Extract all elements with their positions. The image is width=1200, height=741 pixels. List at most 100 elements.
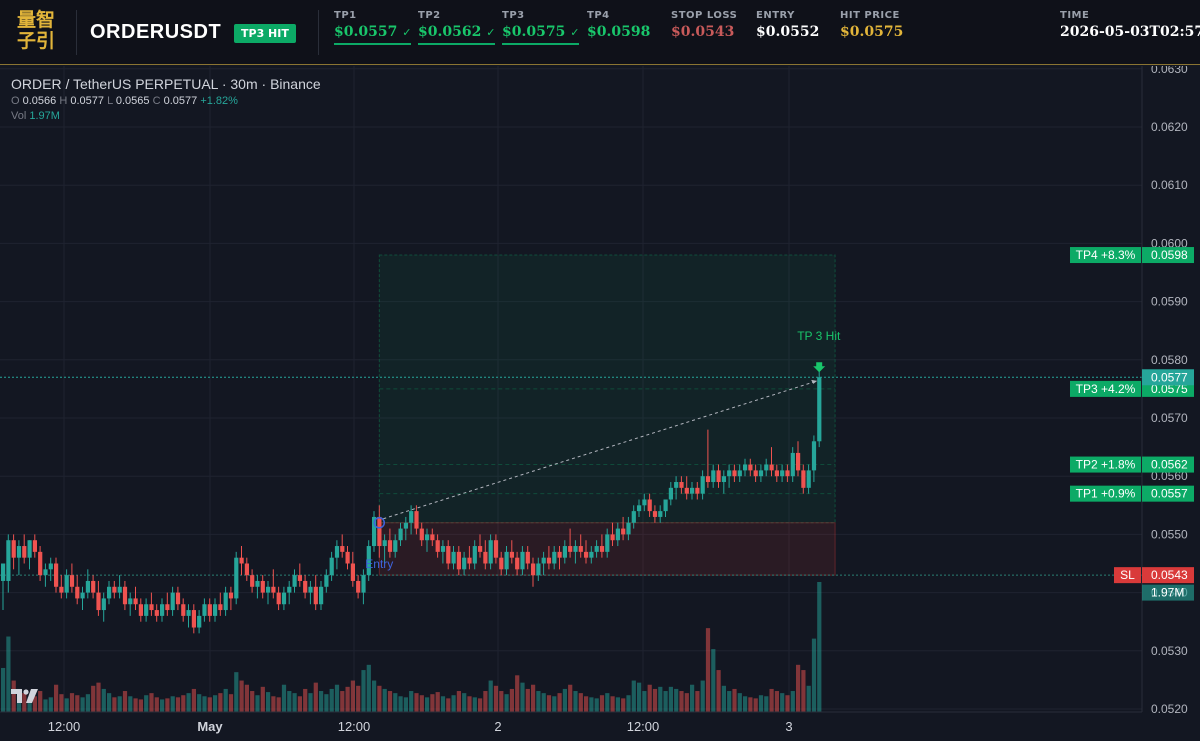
volume-bar: [112, 697, 117, 712]
volume-bar: [425, 697, 430, 712]
volume-bar: [22, 693, 27, 712]
volume-bar: [6, 636, 11, 712]
candle-body: [546, 557, 552, 564]
candle-body: [562, 546, 567, 558]
volume-bar: [631, 680, 636, 712]
volume-tag: [1142, 584, 1194, 601]
candle-body: [817, 377, 822, 442]
volume-bar: [59, 694, 64, 712]
volume-bar: [255, 695, 260, 712]
volume-bar: [387, 691, 393, 712]
volume-bar: [758, 695, 764, 712]
candle-body: [504, 551, 509, 570]
candle-body: [101, 598, 106, 611]
level-tag-label: TP3 +4.2%: [1076, 382, 1136, 396]
volume-bar: [149, 693, 154, 712]
volume-bar: [160, 699, 165, 712]
candle-body: [658, 511, 663, 517]
stat-tp1: TP1 $0.0557 ✓: [334, 10, 412, 45]
volume-bar: [440, 696, 446, 712]
candle-body: [6, 540, 11, 581]
candle-body: [255, 580, 260, 587]
tp3-hit-label: TP 3 Hit: [797, 329, 841, 343]
volume-bar: [483, 691, 488, 712]
stat-label: TP1: [334, 10, 357, 21]
volume-bar: [340, 691, 345, 712]
level-tag: [1070, 380, 1141, 397]
volume-bar: [531, 684, 536, 712]
volume-bar: [743, 696, 748, 712]
stat-value: $0.0552: [756, 24, 820, 40]
volume-bar: [748, 697, 753, 712]
header-divider: [76, 10, 77, 55]
volume-bar: [435, 692, 440, 712]
volume-bar: [27, 697, 32, 712]
volume-bar: [69, 693, 75, 712]
candle-body: [16, 546, 22, 558]
candle-body: [652, 511, 658, 517]
candle-body: [615, 528, 620, 541]
volume-bar: [329, 688, 334, 712]
price-axis-tag: [1142, 456, 1194, 473]
volume-bar: [207, 697, 212, 712]
candle-body: [260, 580, 265, 593]
stat-entry: ENTRY $0.0552: [756, 10, 819, 40]
level-tag: [1070, 485, 1141, 502]
volume-bar: [218, 693, 223, 712]
candle-body: [32, 540, 37, 552]
volume-bar: [753, 698, 758, 712]
volume-bar: [599, 695, 605, 712]
candle-body: [705, 476, 711, 483]
candle-body: [769, 464, 774, 471]
candle-body: [329, 557, 334, 576]
candle-body: [340, 546, 345, 552]
volume-bar: [647, 684, 652, 712]
candle-body: [732, 470, 737, 477]
volume-bar: [96, 682, 101, 712]
volume-bar: [573, 691, 578, 712]
volume-bar: [419, 695, 424, 712]
candle-body: [80, 592, 85, 599]
candle-body: [64, 575, 69, 593]
volume-bar: [133, 698, 138, 712]
volume-bar: [658, 686, 663, 712]
candle-body: [440, 546, 446, 552]
candle-body: [96, 592, 101, 611]
volume-bar: [642, 691, 647, 712]
candle-body: [552, 551, 557, 564]
candle-body: [276, 592, 281, 605]
candle-body: [324, 575, 329, 587]
candle-body: [319, 586, 324, 605]
profit-zone: [378, 254, 836, 524]
candle-body: [811, 441, 817, 471]
status-badge: TP3 HIT: [234, 24, 296, 43]
tradingview-logo-icon[interactable]: [11, 689, 41, 703]
volume-bar: [409, 691, 414, 712]
candle-body: [690, 487, 695, 494]
time-tick-label: 12:00: [338, 719, 371, 734]
volume-bar: [801, 670, 806, 712]
stat-underline: [502, 43, 580, 45]
volume-bar: [350, 680, 355, 712]
stat-value: $0.0543: [671, 24, 735, 40]
candle-body: [112, 586, 117, 593]
stat-time: TIME 2026-05-03T02:57: [1060, 10, 1200, 40]
candle-body: [69, 575, 75, 587]
volume-bar: [578, 693, 583, 712]
candle-body: [456, 551, 461, 570]
time-tick-label: 3: [785, 719, 792, 734]
volume-bar: [165, 698, 170, 712]
volume-bar: [674, 688, 679, 712]
stat-hit-price: HIT PRICE $0.0575: [840, 10, 903, 40]
volume-bar: [154, 697, 159, 712]
candle-body: [663, 499, 668, 512]
volume-bar: [345, 686, 350, 712]
volume-bar: [610, 696, 615, 712]
time-tick-label: May: [197, 719, 223, 734]
stat-value: 2026-05-03T02:57: [1060, 24, 1200, 40]
candle-body: [213, 604, 218, 616]
stat-tp3: TP3 $0.0575 ✓: [502, 10, 580, 45]
volume-bar: [589, 697, 594, 712]
last-price-tag-value: 0.0577: [1151, 370, 1188, 384]
